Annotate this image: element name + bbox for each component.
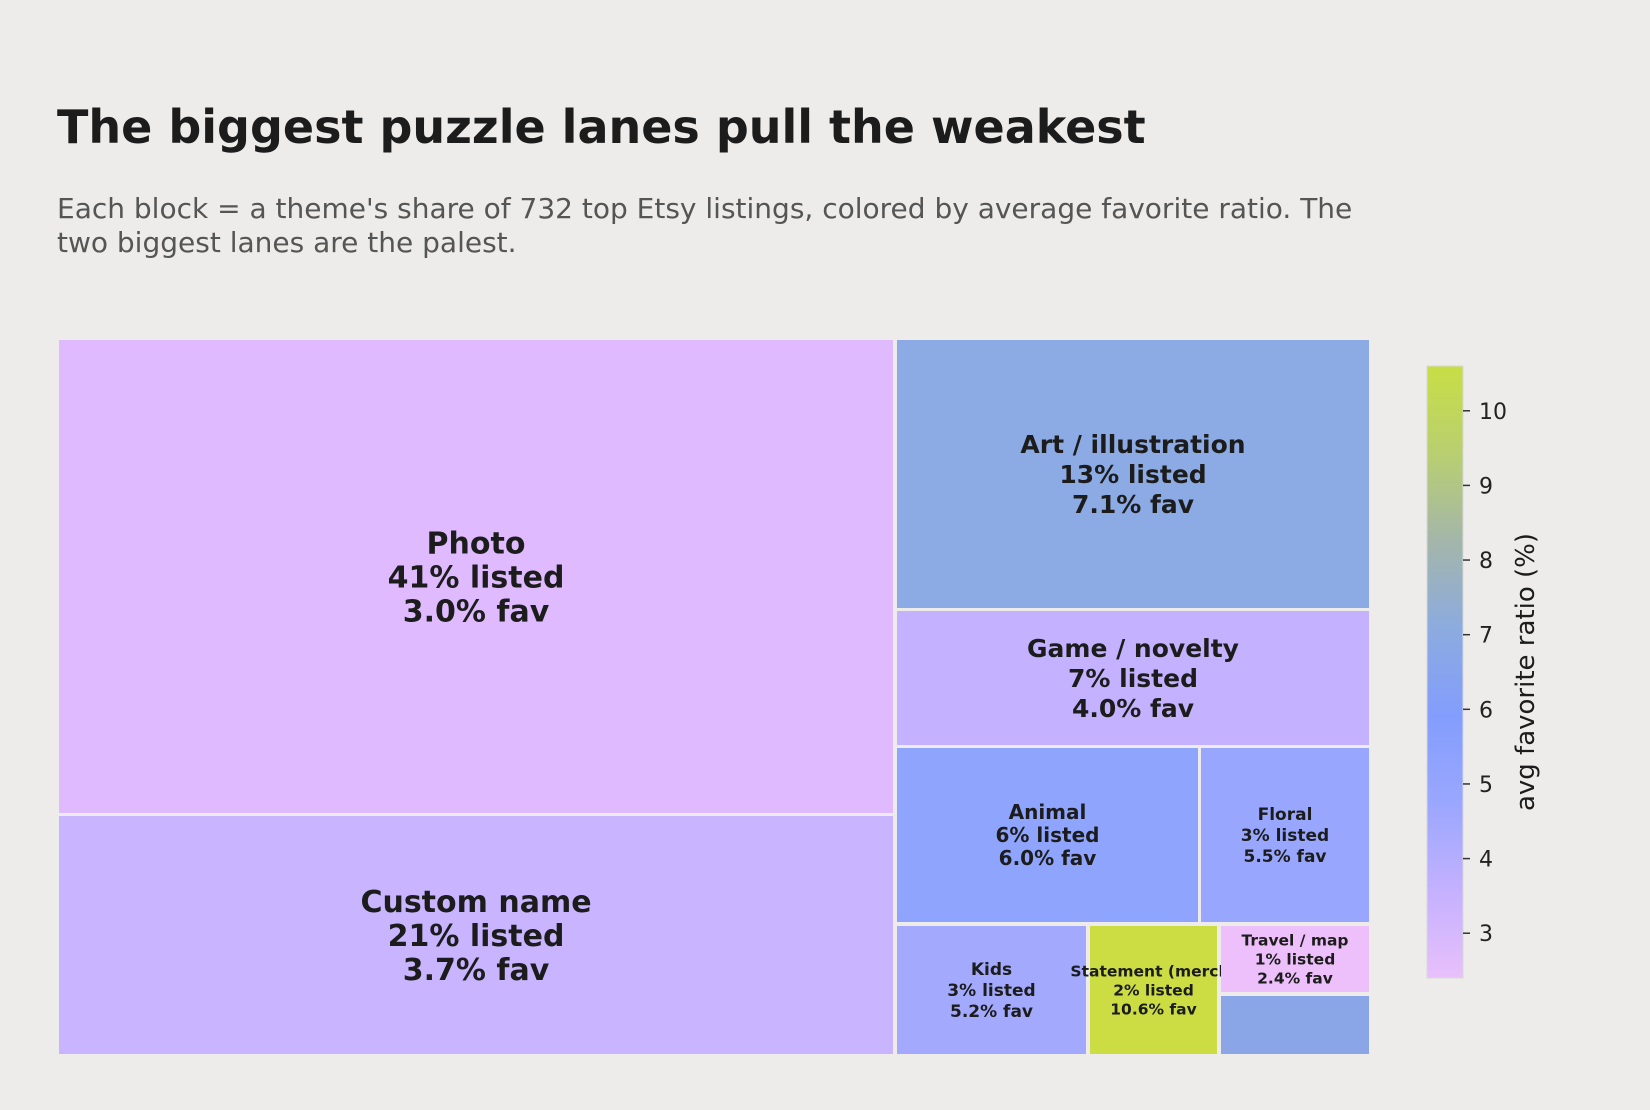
tile-art-illustration-label-2: 7.1% fav — [1072, 490, 1194, 519]
colorbar-tick-label-6: 6 — [1479, 698, 1493, 723]
tile-statement-merch-label-0: Statement (merch) — [1070, 963, 1236, 981]
tile-photo — [59, 340, 893, 813]
tile-travel-map-label-0: Travel / map — [1241, 932, 1348, 950]
tile-custom-name-label-1: 21% listed — [388, 919, 565, 954]
tile-floral-label-2: 5.5% fav — [1243, 847, 1326, 867]
tile-game-novelty-label-0: Game / novelty — [1027, 634, 1239, 663]
tile-floral — [1201, 748, 1369, 922]
tile-statement-merch-label-1: 2% listed — [1113, 982, 1194, 1000]
tile-travel-map-label-1: 1% listed — [1255, 951, 1336, 969]
tile-custom-name-label-2: 3.7% fav — [403, 953, 550, 988]
colorbar-tick-label-9: 9 — [1479, 474, 1493, 499]
tile-art-illustration-label-0: Art / illustration — [1020, 430, 1245, 459]
tile-animal-label-0: Animal — [1009, 800, 1087, 824]
colorbar — [1426, 365, 1464, 979]
tile-custom-name-label-0: Custom name — [360, 885, 591, 920]
colorbar-tick-label-8: 8 — [1479, 549, 1493, 574]
tile-art-illustration — [897, 340, 1369, 608]
tile-unlabeled — [1221, 996, 1369, 1054]
tile-kids-label-1: 3% listed — [947, 981, 1035, 1001]
tile-custom-name — [59, 816, 893, 1054]
tile-animal-label-2: 6.0% fav — [999, 846, 1097, 870]
tile-floral-label-1: 3% listed — [1241, 826, 1329, 846]
tile-kids — [897, 926, 1086, 1054]
tile-travel-map-label-2: 2.4% fav — [1257, 970, 1333, 988]
tile-game-novelty-label-1: 7% listed — [1068, 664, 1198, 693]
colorbar-tick-label-3: 3 — [1479, 922, 1493, 947]
tile-photo-label-1: 41% listed — [388, 560, 565, 595]
colorbar-tick-label-10: 10 — [1479, 400, 1507, 425]
tile-statement-merch — [1090, 926, 1217, 1054]
tile-game-novelty-label-2: 4.0% fav — [1072, 694, 1194, 723]
colorbar-tick-label-4: 4 — [1479, 848, 1493, 873]
tile-art-illustration-label-1: 13% listed — [1059, 460, 1206, 489]
tile-game-novelty — [897, 611, 1369, 745]
tile-animal-label-1: 6% listed — [996, 823, 1100, 847]
tile-animal — [897, 748, 1198, 922]
colorbar-tick-label-7: 7 — [1479, 624, 1493, 649]
tile-statement-merch-label-2: 10.6% fav — [1110, 1001, 1196, 1019]
tile-kids-label-0: Kids — [971, 960, 1012, 980]
colorbar-label: avg favorite ratio (%) — [1511, 533, 1541, 811]
colorbar-tick-label-5: 5 — [1479, 773, 1493, 798]
tile-travel-map — [1221, 926, 1369, 992]
tile-floral-label-0: Floral — [1258, 805, 1313, 825]
tile-kids-label-2: 5.2% fav — [950, 1002, 1033, 1022]
tile-photo-label-2: 3.0% fav — [403, 594, 550, 629]
tile-photo-label-0: Photo — [427, 526, 526, 561]
chart-title: The biggest puzzle lanes pull the weakes… — [57, 100, 1146, 154]
chart-subtitle: Each block = a theme's share of 732 top … — [57, 192, 1353, 259]
